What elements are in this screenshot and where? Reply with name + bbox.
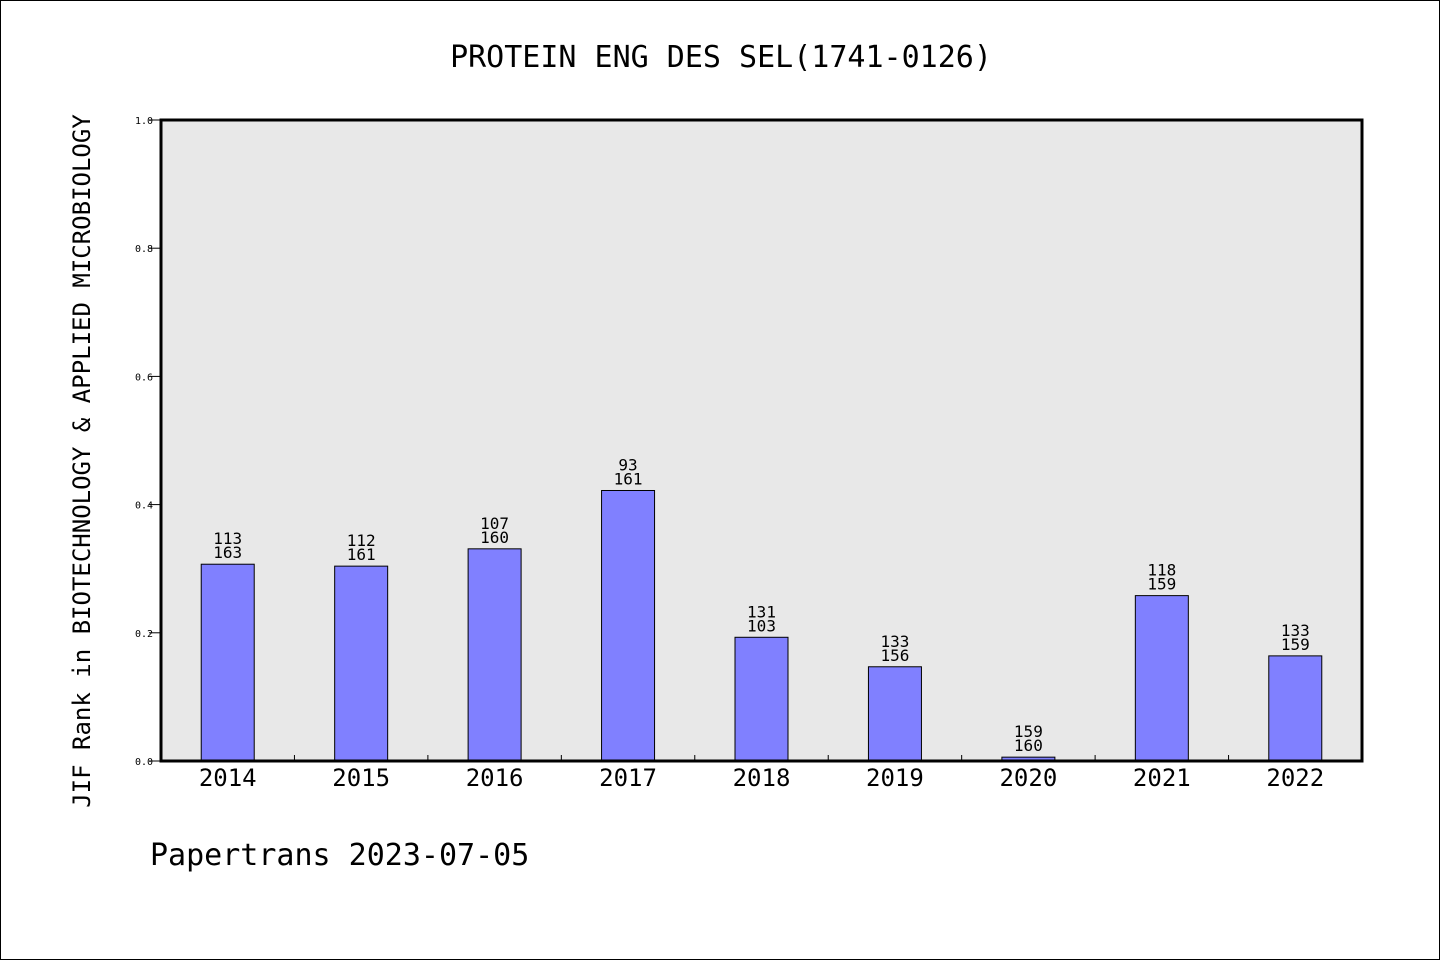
data-label-rank: 131: [747, 602, 776, 621]
x-tick-label: 2015: [332, 764, 390, 792]
plot-border: [159, 118, 1364, 763]
data-label-total: 160: [1014, 736, 1043, 755]
data-label-rank: 118: [1147, 561, 1176, 580]
y-tick-label: 1.0: [135, 116, 153, 127]
x-tick-label: 2014: [199, 764, 257, 792]
bar-2014: [200, 563, 255, 762]
x-tick-label: 2018: [733, 764, 791, 792]
data-label-total: 161: [347, 545, 376, 564]
y-axis-ticks: 0.0 0.2 0.4 0.6 0.8 1.0: [135, 116, 161, 768]
bar-2019: [867, 666, 922, 762]
x-tick-label: 2016: [466, 764, 524, 792]
bar-2021: [1134, 595, 1189, 762]
data-label-total: 103: [747, 616, 776, 635]
data-label-total: 156: [880, 646, 909, 665]
data-label-rank: 93: [618, 455, 637, 474]
y-tick-label: 0.6: [135, 372, 153, 383]
data-label-total: 163: [213, 543, 242, 562]
data-label-total: 159: [1147, 575, 1176, 594]
data-label-total: 160: [480, 528, 509, 547]
y-tick-label: 0.4: [135, 501, 153, 512]
x-tick-label: 2019: [866, 764, 924, 792]
data-label-rank: 107: [480, 514, 509, 533]
bar-2018: [734, 636, 789, 762]
data-label-rank: 159: [1014, 722, 1043, 741]
chart-title: PROTEIN ENG DES SEL(1741-0126): [450, 40, 992, 75]
x-tick-label: 2017: [599, 764, 657, 792]
data-label-rank: 112: [347, 531, 376, 550]
footer-credit: Papertrans 2023-07-05: [150, 838, 529, 873]
x-axis-ticks: 2014 2015 2016 2017 2018 2019 2020 2021 2022: [199, 755, 1324, 792]
bar-2016: [467, 548, 522, 762]
y-tick-label: 0.8: [135, 244, 153, 255]
data-label-total: 159: [1281, 635, 1310, 654]
data-label-total: 161: [614, 469, 643, 488]
x-tick-label: 2020: [999, 764, 1057, 792]
y-tick-label: 0.2: [135, 629, 153, 640]
data-labels: 1131631121611071609316113110313315615916…: [213, 455, 1309, 755]
bar-2022: [1268, 655, 1323, 762]
x-tick-label: 2021: [1133, 764, 1191, 792]
data-label-rank: 133: [880, 632, 909, 651]
x-tick-label: 2022: [1266, 764, 1324, 792]
y-tick-label: 0.0: [135, 757, 153, 768]
data-label-rank: 133: [1281, 621, 1310, 640]
data-label-rank: 113: [213, 529, 242, 548]
bar-2017: [601, 489, 656, 762]
y-axis-label: JIF Rank in BIOTECHNOLOGY & APPLIED MICR…: [68, 114, 96, 808]
bar-2015: [334, 565, 389, 762]
bars: [200, 489, 1323, 762]
